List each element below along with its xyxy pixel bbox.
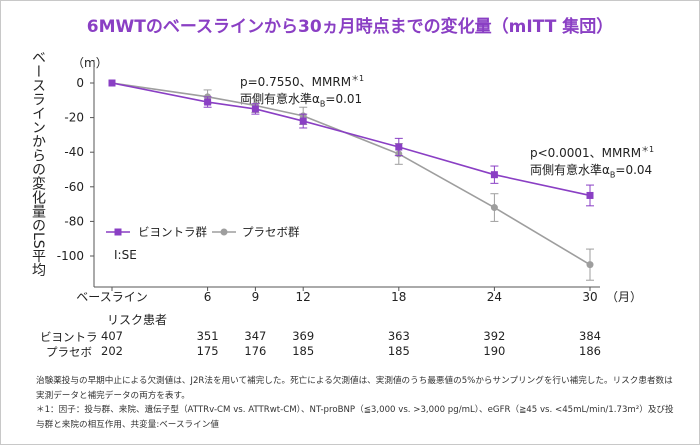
risk-cell: 363 [387, 329, 410, 343]
data-point-square [251, 105, 259, 113]
risk-cell: 185 [387, 344, 410, 358]
legend-series2-label: プラセボ群 [242, 225, 300, 239]
y-tick-label: -40 [64, 145, 84, 159]
annotation-30-alpha-sub: B [609, 170, 616, 180]
legend-series1-marker [114, 228, 122, 236]
annotation-30-footnote-mark: ＊1 [641, 145, 655, 154]
footnote-imputation: 治験薬投与の早期中止による欠測値は、J2R法を用いて補完した。死亡による欠測値は… [36, 376, 673, 401]
chart-title: 6MWTのベースラインから30ヵ月時点までの変化量（mITT 集団） [86, 17, 614, 37]
x-tick-label: 12 [296, 290, 311, 304]
footnote-mmrm: ＊1：因子：投与群、来院、遺伝子型（ATTRv-CM vs. ATTRwt-CM… [36, 405, 674, 430]
footnotes: 治験薬投与の早期中止による欠測値は、J2R法を用いて補完した。死亡による欠測値は… [36, 374, 676, 432]
legend-series2-marker [220, 228, 228, 236]
risk-cell: 347 [244, 329, 267, 343]
annotation-12-pvalue: p=0.7550、MMRM [240, 75, 352, 89]
y-axis-unit: （m） [72, 56, 108, 70]
data-point-square [490, 171, 498, 179]
data-point-square [395, 143, 403, 151]
risk-cell: 190 [483, 344, 506, 358]
annotation-30-alpha-value: =0.04 [615, 163, 653, 177]
data-point-square [299, 117, 307, 125]
annotation-12-alpha-value: =0.01 [325, 92, 363, 106]
risk-cell: 392 [483, 329, 506, 343]
annotation-30-pvalue: p<0.0001、MMRM [530, 146, 642, 160]
legend-series1-label: ビヨントラ群 [138, 225, 207, 239]
risk-cell: 407 [101, 329, 123, 343]
risk-cell: 384 [579, 329, 601, 343]
x-tick-label: 6 [204, 290, 212, 304]
y-tick-label: -100 [57, 249, 84, 263]
risk-cell: 369 [292, 329, 315, 343]
annotation-30-alpha: 両側有意水準α [530, 163, 610, 177]
data-point-circle [490, 204, 498, 212]
risk-cell: 186 [579, 344, 601, 358]
risk-cell: 351 [196, 329, 219, 343]
annotation-12-month: p=0.7550、MMRM＊1 両側有意水準αB=0.01 [240, 70, 364, 112]
risk-row-label-series2: プラセボ [46, 345, 92, 359]
annotation-12-alpha: 両側有意水準α [240, 92, 320, 106]
risk-cell: 175 [196, 344, 219, 358]
risk-cell: 185 [292, 344, 315, 358]
data-point-square [108, 79, 116, 87]
data-point-square [204, 98, 212, 106]
y-axis-label: ベースラインからの変化量のLS平均 [30, 50, 46, 277]
annotation-30-month: p<0.0001、MMRM＊1 両側有意水準αB=0.04 [530, 141, 654, 183]
annotation-12-alpha-sub: B [319, 99, 326, 109]
risk-row-label-series1: ビヨントラ [40, 330, 98, 344]
risk-table-header: リスク患者 [107, 313, 168, 327]
x-tick-label: 18 [391, 290, 406, 304]
x-tick-label: 9 [252, 290, 260, 304]
y-tick-label: -80 [64, 214, 84, 228]
risk-cell: 176 [244, 344, 267, 358]
legend-se-note: Ⅰ:SE [114, 248, 137, 262]
series-line [111, 82, 591, 197]
annotation-12-footnote-mark: ＊1 [351, 74, 365, 83]
x-tick-label: 24 [487, 290, 502, 304]
x-tick-label: ベースライン [76, 290, 147, 304]
x-tick-label: 30 [582, 290, 597, 304]
y-tick-label: -60 [64, 180, 84, 194]
data-point-square [586, 191, 594, 199]
data-point-circle [586, 261, 594, 269]
y-tick-label: 0 [76, 76, 84, 90]
x-axis-unit: （月） [606, 290, 643, 304]
risk-cell: 202 [101, 344, 123, 358]
y-tick-label: -20 [64, 111, 84, 125]
